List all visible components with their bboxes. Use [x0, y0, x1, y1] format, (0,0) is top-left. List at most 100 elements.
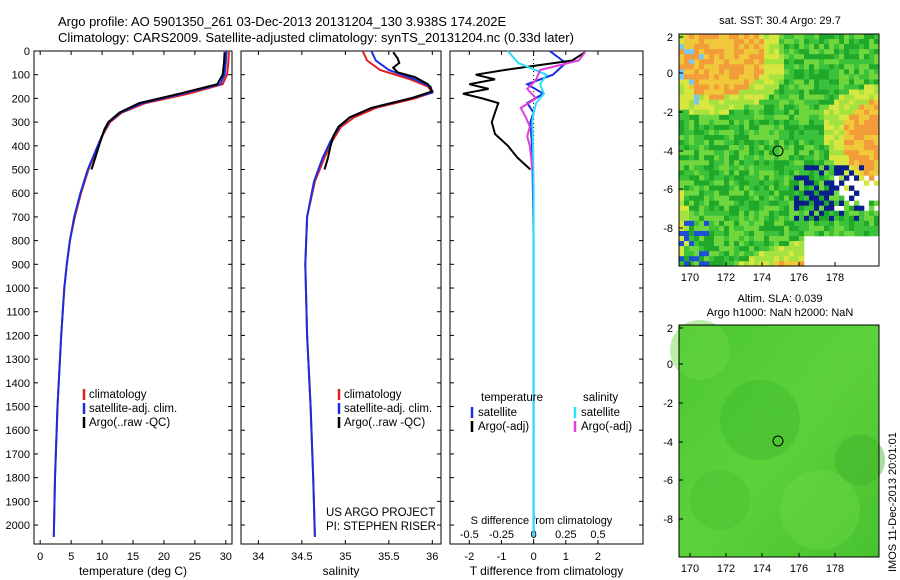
sst-cell: [804, 160, 810, 166]
temperature-series-line: [90, 52, 226, 170]
sst-cell: [789, 261, 795, 267]
sst-cell: [709, 236, 715, 242]
sst-cell: [789, 54, 795, 60]
sst-cell: [834, 225, 840, 232]
sst-cell: [734, 94, 740, 100]
sst-cell: [779, 261, 785, 267]
sst-cell: [829, 185, 835, 191]
sst-cell: [709, 34, 715, 40]
sst-cell: [809, 185, 815, 191]
sst-cell: [679, 225, 685, 232]
sst-cell: [709, 220, 715, 227]
sst-cell: [694, 251, 700, 257]
sst-cell: [849, 225, 855, 232]
sst-cell: [824, 230, 830, 237]
sst-cell: [699, 241, 705, 247]
sst-cell: [774, 140, 780, 146]
sst-cell: [729, 69, 735, 75]
sst-cell: [764, 261, 770, 267]
sst-cell: [749, 89, 755, 95]
sst-cell: [844, 39, 850, 45]
sst-cell: [749, 230, 755, 237]
sst-cell: [799, 205, 805, 212]
sst-cell: [789, 236, 795, 242]
sst-cell: [799, 89, 805, 95]
sst-cell: [789, 79, 795, 85]
sst-cell: [859, 109, 865, 116]
sst-cell: [689, 261, 695, 267]
sst-cell: [709, 200, 715, 206]
sst-cell: [864, 215, 870, 222]
sst-cell: [704, 170, 710, 176]
sst-cell: [754, 160, 760, 166]
sst-cell: [794, 64, 800, 70]
sst-cell: [744, 140, 750, 146]
sst-cell: [779, 99, 785, 105]
sst-cell: [719, 185, 725, 191]
temperature-xtick-label: 25: [189, 551, 201, 563]
sst-cell: [754, 261, 760, 267]
sst-cell: [739, 220, 745, 227]
sst-cell: [729, 145, 735, 151]
sst-cell: [784, 175, 790, 181]
sst-cell: [689, 94, 695, 100]
sst-cell: [834, 84, 840, 90]
sst-cell: [739, 114, 745, 121]
sst-cell: [784, 210, 790, 217]
sst-cell: [699, 69, 705, 75]
depth-tick-label: 1600: [6, 425, 30, 437]
sst-cell: [754, 155, 760, 161]
sst-cell: [684, 104, 690, 111]
sst-cell: [824, 74, 830, 80]
sst-cell: [734, 69, 740, 75]
sst-cell: [864, 89, 870, 95]
sst-cell: [814, 89, 820, 95]
sst-cell: [839, 59, 845, 65]
sst-cell: [699, 59, 705, 65]
sst-cell: [789, 170, 795, 176]
sst-cell: [714, 190, 720, 196]
sst-cell: [729, 256, 735, 262]
sst-cell: [749, 99, 755, 105]
sst-cell: [724, 54, 730, 60]
sst-cell: [734, 230, 740, 237]
sst-cell: [839, 84, 845, 90]
sst-cell: [684, 210, 690, 217]
sst-cell: [804, 64, 810, 70]
sst-cell: [819, 165, 825, 171]
sst-cell: [849, 54, 855, 60]
sst-cell: [864, 64, 870, 70]
sst-cell: [789, 241, 795, 247]
sst-cell: [684, 220, 690, 227]
salinity-plot-frame: [240, 50, 442, 545]
sst-cell: [749, 256, 755, 262]
sst-cell: [709, 119, 715, 126]
sst-cell: [729, 54, 735, 60]
sst-cell: [874, 145, 880, 151]
sst-cell: [824, 205, 830, 212]
sst-cell: [844, 59, 850, 65]
sst-cell: [859, 39, 865, 45]
sst-cell: [684, 49, 690, 55]
sla-blob: [670, 320, 730, 380]
sst-cell: [679, 160, 685, 166]
sst-cell: [864, 160, 870, 166]
sst-cell: [849, 170, 855, 176]
sst-cell: [734, 160, 740, 166]
sst-cell: [724, 44, 730, 50]
map-ytick-label: -2: [663, 398, 673, 410]
sst-cell: [829, 94, 835, 100]
sst-cell: [844, 94, 850, 100]
sst-cell: [719, 145, 725, 151]
sst-cell: [734, 145, 740, 151]
sst-cell: [739, 251, 745, 257]
sst-cell: [734, 200, 740, 206]
sst-cell: [759, 140, 765, 146]
sst-cell: [684, 205, 690, 212]
sst-cell: [684, 140, 690, 146]
sst-cell: [734, 119, 740, 126]
sst-cell: [769, 150, 775, 156]
sst-cell: [774, 195, 780, 201]
sst-cell: [854, 225, 860, 232]
sst-cell: [709, 124, 715, 131]
